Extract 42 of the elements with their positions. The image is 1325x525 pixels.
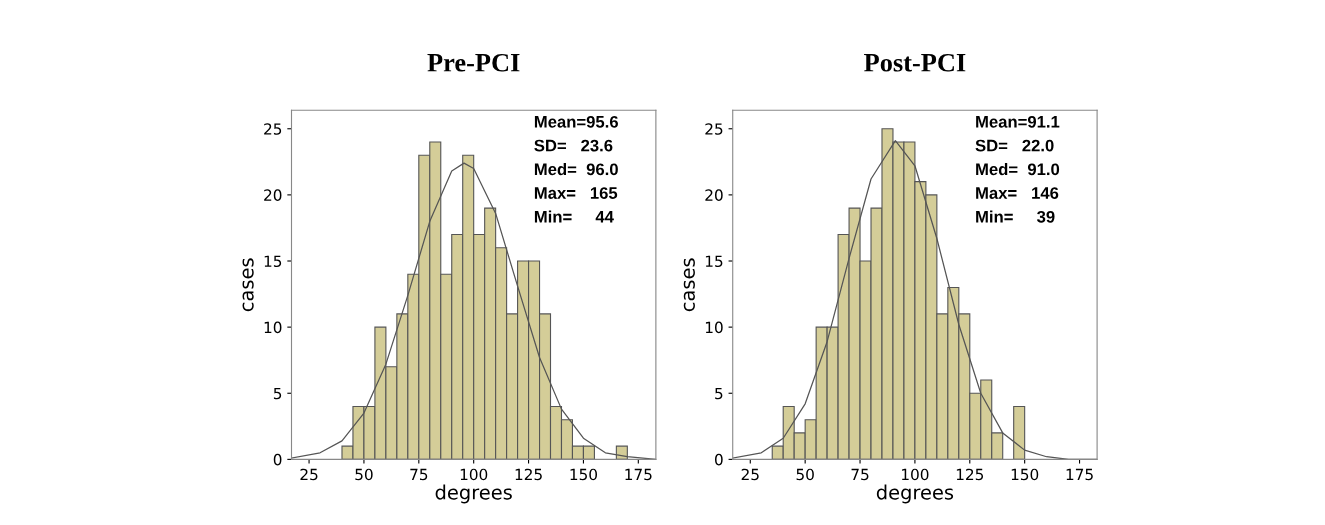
annotation: Mean=95.6 <box>534 115 618 128</box>
chart-title: Post-PCI <box>864 53 966 72</box>
annotation: SD= 22.0 <box>975 139 1054 152</box>
y-axis-title: cases <box>683 258 695 312</box>
y-tick-label: 5 <box>715 387 723 400</box>
x-tick-label: 75 <box>410 468 428 481</box>
chart-title: Pre-PCI <box>427 53 520 72</box>
x-tick-label: 100 <box>460 468 488 481</box>
x-tick-label: 25 <box>741 468 759 481</box>
y-axis-title: cases <box>242 258 254 312</box>
y-tick-label: 10 <box>264 321 282 334</box>
annotation: Med= 96.0 <box>534 162 618 176</box>
x-axis-title: degrees <box>876 484 954 504</box>
annotation: Max= 146 <box>976 187 1059 199</box>
y-tick-label: 5 <box>273 387 282 400</box>
annotation: Max= 165 <box>534 187 618 199</box>
x-tick-label: 125 <box>956 468 984 481</box>
y-tick-label: 10 <box>705 321 723 334</box>
x-tick-label: 150 <box>570 468 597 481</box>
annotation: Med= 91.0 <box>976 162 1060 176</box>
annotation: Min= 39 <box>976 210 1055 223</box>
y-tick-label: 0 <box>714 453 723 466</box>
y-tick-label: 15 <box>705 255 723 268</box>
x-tick-label: 150 <box>1011 468 1039 481</box>
y-tick-label: 20 <box>705 189 723 201</box>
x-tick-label: 175 <box>1066 468 1093 481</box>
annotation: Mean=91.1 <box>976 115 1060 128</box>
x-tick-label: 50 <box>355 468 373 481</box>
y-tick-label: 20 <box>264 189 282 201</box>
x-tick-label: 125 <box>515 468 542 481</box>
x-tick-label: 100 <box>902 468 929 481</box>
annotation: SD= 23.6 <box>534 139 613 152</box>
y-tick-label: 25 <box>705 123 723 135</box>
x-axis-title: degrees <box>435 484 512 504</box>
annotation: Min= 44 <box>534 210 614 223</box>
x-tick-label: 175 <box>625 468 652 481</box>
y-tick-label: 15 <box>264 255 282 268</box>
y-tick-label: 0 <box>273 453 282 466</box>
x-tick-label: 25 <box>300 468 318 481</box>
y-tick-label: 25 <box>264 123 282 135</box>
x-tick-label: 75 <box>851 468 869 481</box>
x-tick-label: 50 <box>796 468 814 481</box>
